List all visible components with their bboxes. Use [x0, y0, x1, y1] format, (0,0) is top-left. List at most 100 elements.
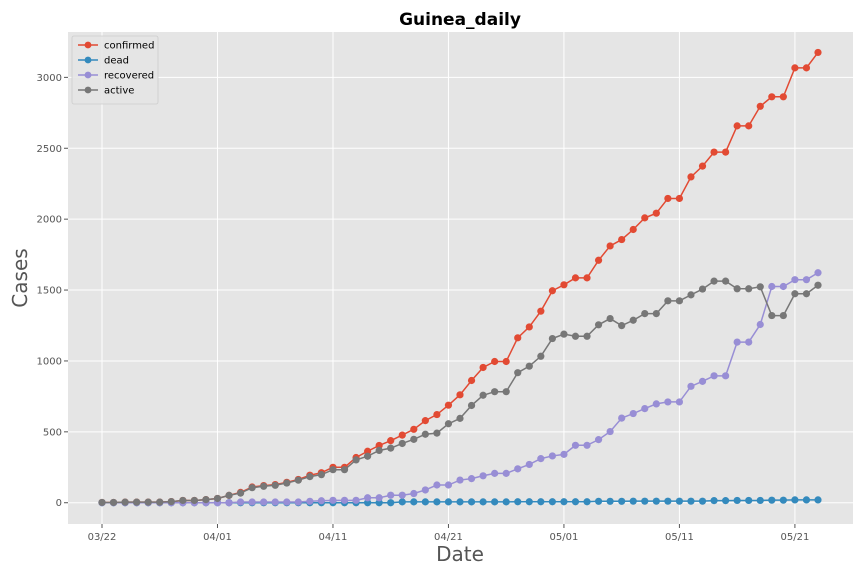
data-point-dead — [502, 498, 510, 506]
data-point-recovered — [571, 441, 580, 449]
y-tick-label: 2500 — [37, 144, 62, 155]
data-point-recovered — [560, 450, 568, 458]
data-point-active — [375, 446, 383, 455]
data-point-confirmed — [479, 363, 487, 372]
data-point-active — [283, 479, 291, 487]
data-point-dead — [456, 498, 464, 506]
data-point-dead — [652, 497, 660, 505]
data-point-active — [225, 491, 233, 499]
data-point-active — [606, 314, 614, 323]
chart-title: Guinea_daily — [399, 10, 521, 30]
data-point-active — [618, 322, 626, 330]
data-point-confirmed — [375, 441, 383, 450]
data-point-active — [548, 334, 556, 343]
data-point-recovered — [283, 498, 291, 506]
data-point-confirmed — [756, 102, 764, 110]
data-point-recovered — [502, 469, 510, 477]
data-point-dead — [548, 498, 556, 506]
data-point-dead — [779, 496, 787, 504]
data-point-recovered — [698, 377, 707, 385]
data-point-recovered — [618, 414, 626, 422]
data-point-dead — [814, 496, 822, 504]
series-active — [98, 277, 822, 507]
data-point-active — [387, 444, 395, 452]
data-point-active — [733, 285, 741, 293]
data-point-active — [802, 290, 811, 298]
data-point-active — [213, 494, 222, 503]
legend-marker-dead — [84, 56, 92, 64]
data-point-active — [525, 362, 533, 370]
y-tick-label: 1500 — [37, 286, 62, 297]
data-point-dead — [802, 496, 811, 504]
data-point-confirmed — [675, 194, 684, 203]
y-tick-label: 500 — [43, 427, 62, 438]
y-tick-label: 2000 — [37, 215, 62, 226]
data-point-confirmed — [641, 214, 649, 222]
data-point-active — [98, 498, 106, 507]
data-point-recovered — [306, 497, 314, 505]
data-point-confirmed — [664, 194, 672, 203]
data-point-active — [294, 476, 302, 484]
data-point-dead — [606, 497, 614, 505]
data-point-active — [109, 498, 118, 507]
data-point-dead — [364, 499, 372, 507]
x-axis-label: Date — [436, 542, 484, 566]
data-point-active — [491, 388, 499, 396]
data-point-recovered — [548, 452, 556, 460]
data-point-active — [768, 311, 776, 320]
data-point-active — [260, 482, 268, 490]
series-layer — [98, 48, 822, 507]
data-point-confirmed — [560, 281, 568, 289]
data-point-recovered — [225, 499, 233, 507]
data-point-active — [364, 452, 372, 460]
data-point-recovered — [594, 436, 603, 444]
legend-box — [71, 35, 159, 105]
data-point-confirmed — [710, 148, 718, 156]
data-point-recovered — [814, 269, 822, 277]
legend-marker-confirmed — [84, 41, 92, 49]
data-point-active — [329, 466, 337, 474]
x-tick-label: 05/21 — [780, 532, 809, 543]
data-point-dead — [560, 498, 568, 506]
data-point-active — [421, 430, 429, 438]
data-point-recovered — [364, 494, 372, 502]
data-point-active — [456, 414, 464, 422]
data-point-dead — [791, 496, 799, 504]
data-point-dead — [687, 497, 695, 505]
data-point-recovered — [491, 469, 499, 477]
data-point-recovered — [791, 276, 799, 284]
data-point-active — [583, 332, 591, 340]
x-tick-label: 05/11 — [665, 532, 694, 543]
data-point-confirmed — [791, 64, 799, 72]
data-point-dead — [710, 497, 718, 505]
data-point-confirmed — [502, 357, 510, 366]
legend-label-recovered: recovered — [104, 71, 154, 82]
data-point-dead — [410, 498, 418, 506]
data-point-recovered — [329, 496, 337, 504]
data-point-confirmed — [629, 225, 637, 234]
data-point-confirmed — [687, 173, 695, 181]
data-point-active — [352, 456, 360, 464]
data-point-dead — [768, 496, 776, 504]
data-point-dead — [433, 498, 441, 506]
data-point-dead — [733, 496, 741, 505]
data-point-recovered — [652, 400, 660, 408]
data-point-confirmed — [514, 334, 522, 342]
grid-lines — [68, 32, 853, 524]
data-point-recovered — [733, 338, 741, 346]
data-point-confirmed — [606, 242, 614, 250]
data-point-confirmed — [733, 122, 741, 130]
data-point-active — [537, 352, 545, 360]
data-point-active — [156, 498, 164, 506]
plot-background — [68, 32, 853, 524]
data-point-recovered — [525, 460, 533, 469]
legend-label-confirmed: confirmed — [104, 41, 154, 52]
data-point-confirmed — [537, 307, 545, 315]
data-point-confirmed — [410, 425, 418, 433]
data-point-confirmed — [398, 431, 406, 439]
data-point-active — [398, 439, 406, 448]
data-point-active — [756, 283, 764, 291]
legend-label-dead: dead — [104, 56, 129, 67]
data-point-recovered — [410, 489, 418, 498]
